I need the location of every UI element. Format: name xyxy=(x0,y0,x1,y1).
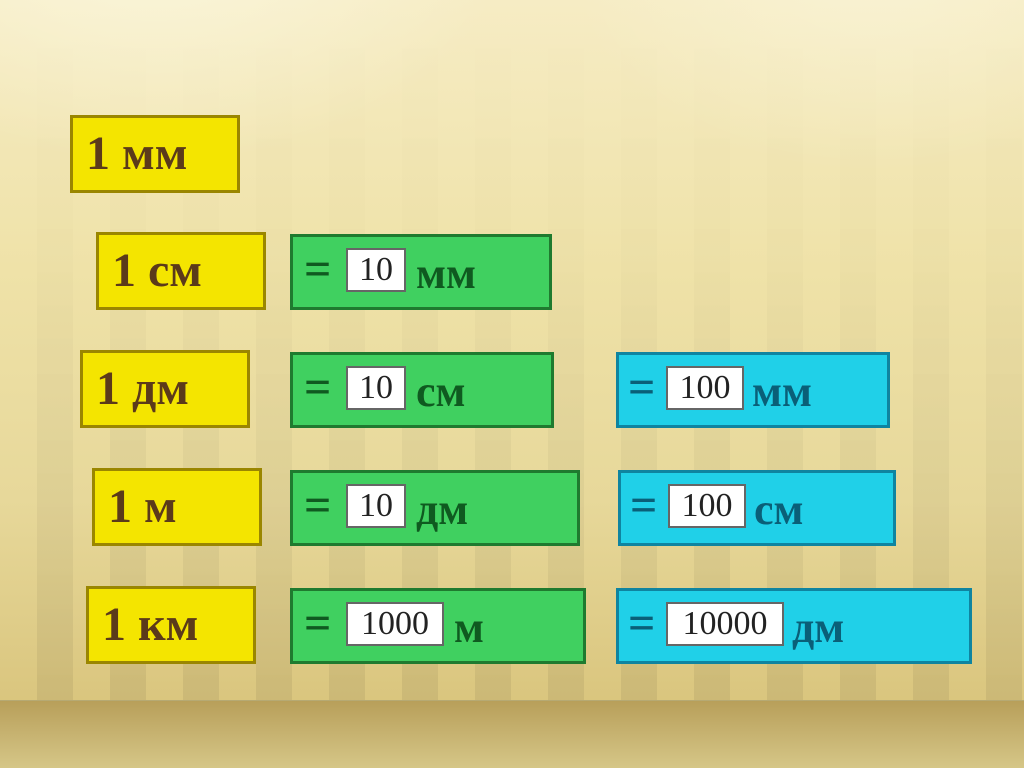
label-mm: 1 мм xyxy=(86,126,187,181)
eq2-unit-km: дм xyxy=(792,602,844,653)
label-km: 1 км xyxy=(102,597,198,652)
eq1-sign-km: = xyxy=(304,596,331,651)
eq1-unit-km: м xyxy=(454,602,484,653)
eq1-unit-dm: см xyxy=(416,366,466,417)
eq1-sign-m: = xyxy=(304,478,331,533)
eq1-sign-dm: = xyxy=(304,360,331,415)
eq1-value-cm: 10 xyxy=(346,248,406,292)
eq2-sign-m: = xyxy=(630,478,657,533)
background-floor xyxy=(0,700,1024,768)
eq1-value-m: 10 xyxy=(346,484,406,528)
eq2-value-m: 100 xyxy=(668,484,746,528)
eq2-unit-m: см xyxy=(754,484,804,535)
eq1-sign-cm: = xyxy=(304,242,331,297)
conversion-diagram: 1 мм1 см=10мм1 дм=10см=100мм1 м=10дм=100… xyxy=(0,0,1024,768)
eq2-sign-km: = xyxy=(628,596,655,651)
eq1-unit-m: дм xyxy=(416,484,468,535)
eq1-unit-cm: мм xyxy=(416,248,476,299)
eq1-value-km: 1000 xyxy=(346,602,444,646)
eq1-value-dm: 10 xyxy=(346,366,406,410)
eq2-unit-dm: мм xyxy=(752,366,812,417)
eq2-value-dm: 100 xyxy=(666,366,744,410)
eq2-sign-dm: = xyxy=(628,360,655,415)
label-cm: 1 см xyxy=(112,243,202,298)
eq2-value-km: 10000 xyxy=(666,602,784,646)
label-m: 1 м xyxy=(108,479,177,534)
label-dm: 1 дм xyxy=(96,361,189,416)
